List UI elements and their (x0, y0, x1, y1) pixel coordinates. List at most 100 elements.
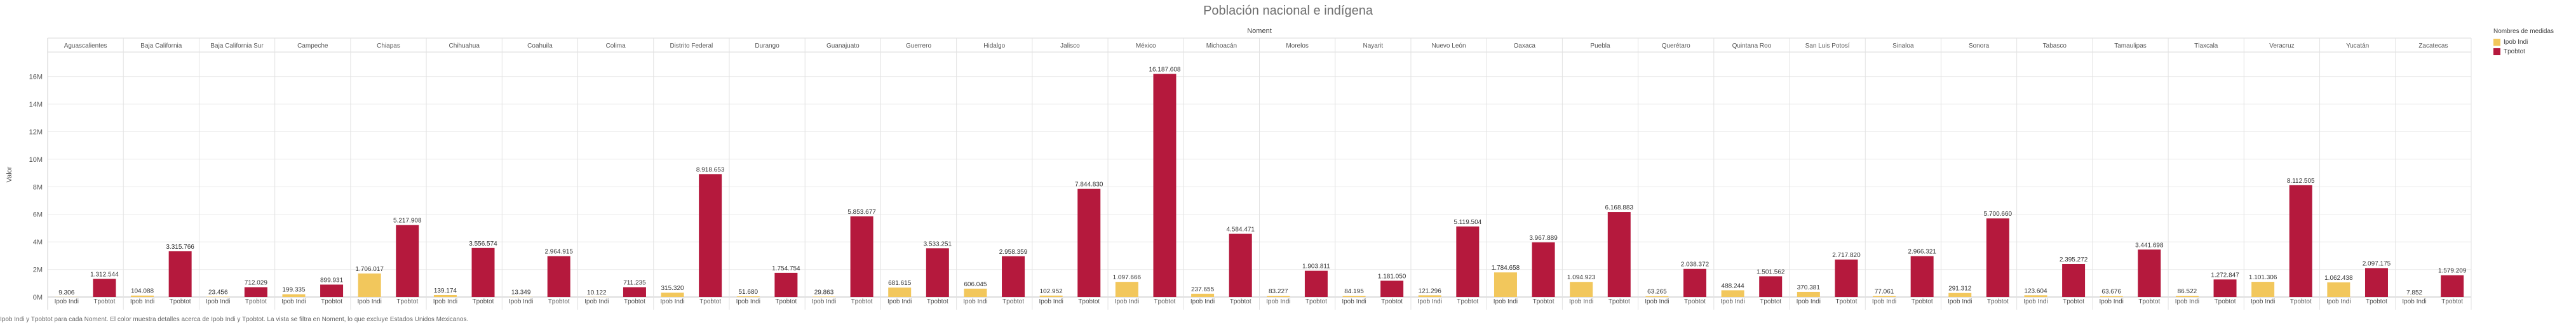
bar-tpobtot (2062, 263, 2086, 297)
bar-tpobtot (850, 216, 873, 297)
bar-tpobtot (2289, 185, 2312, 297)
legend-label: Tpobtot (2504, 48, 2525, 55)
bar-ipob-indi (282, 294, 306, 297)
data-label-tpobtot: 5.853.677 (847, 209, 876, 216)
legend-item[interactable]: Ipob Indi (2493, 39, 2576, 46)
data-label-ipob-indi: 1.784.658 (1492, 265, 1520, 272)
y-tick-label: 0M (33, 294, 43, 301)
data-label-tpobtot: 712.029 (245, 280, 268, 287)
data-label-ipob-indi: 1.101.306 (2249, 274, 2277, 281)
column-label: Tabasco (2043, 43, 2067, 50)
x-tick-label: Tpobtot (2063, 298, 2084, 305)
column-label: Hidalgo (983, 43, 1005, 50)
data-label-ipob-indi: 199.335 (282, 287, 306, 294)
data-label-tpobtot: 1.181.050 (1378, 273, 1406, 280)
x-tick-label: Ipob Indi (1418, 298, 1442, 305)
bar-tpobtot (1456, 226, 1480, 297)
x-tick-label: Ipob Indi (1797, 298, 1821, 305)
x-tick-label: Ipob Indi (584, 298, 609, 305)
data-label-ipob-indi: 63.676 (2101, 289, 2121, 296)
data-label-ipob-indi: 10.122 (587, 289, 607, 296)
data-label-ipob-indi: 84.195 (1344, 288, 1364, 295)
data-label-ipob-indi: 63.265 (1647, 289, 1667, 296)
bar-ipob-indi (812, 296, 835, 297)
data-label-ipob-indi: 123.604 (2024, 287, 2047, 294)
x-tick-label: Tpobtot (2441, 298, 2463, 305)
data-label-ipob-indi: 104.088 (131, 288, 154, 295)
bar-ipob-indi (1267, 296, 1290, 297)
data-label-tpobtot: 5.119.504 (1453, 219, 1481, 226)
legend[interactable]: Nombres de medidas Ipob Indi Tpobtot (2493, 28, 2576, 58)
data-label-tpobtot: 1.312.544 (90, 271, 119, 278)
data-label-ipob-indi: 7.852 (2406, 289, 2422, 296)
data-label-ipob-indi: 86.522 (2178, 288, 2197, 295)
data-label-tpobtot: 1.501.562 (1757, 268, 1785, 275)
data-label-tpobtot: 2.038.372 (1681, 261, 1709, 268)
chart-title: Población nacional e indígena (1203, 4, 1373, 18)
x-tick-label: Ipob Indi (1115, 298, 1139, 305)
x-tick-label: Tpobtot (1987, 298, 2009, 305)
y-tick-label: 10M (29, 156, 43, 164)
data-label-tpobtot: 1.579.209 (2438, 268, 2467, 275)
x-tick-label: Ipob Indi (736, 298, 760, 305)
x-tick-label: Tpobtot (1154, 298, 1176, 305)
data-label-tpobtot: 2.966.321 (1908, 249, 1936, 256)
x-tick-label: Tpobtot (1608, 298, 1630, 305)
data-label-tpobtot: 8.918.653 (696, 166, 725, 173)
legend-title: Nombres de medidas (2493, 28, 2554, 35)
data-label-ipob-indi: 51.680 (738, 289, 758, 296)
data-label-ipob-indi: 102.952 (1040, 288, 1063, 295)
x-tick-label: Tpobtot (1457, 298, 1478, 305)
column-label: Sonora (1969, 43, 1990, 50)
column-label: Puebla (1590, 43, 1610, 50)
y-tick-label: 16M (29, 74, 43, 81)
x-tick-label: Tpobtot (927, 298, 948, 305)
column-label: Tamaulipas (2114, 43, 2147, 50)
x-tick-label: Ipob Indi (1342, 298, 1366, 305)
x-tick-label: Ipob Indi (1039, 298, 1063, 305)
bar-tpobtot (1153, 74, 1177, 298)
bar-ipob-indi (888, 287, 912, 297)
bar-tpobtot (471, 248, 495, 297)
bar-tpobtot (1835, 259, 1858, 297)
y-tick-label: 8M (33, 183, 43, 191)
data-label-ipob-indi: 139.174 (434, 287, 457, 294)
column-label: Morelos (1286, 43, 1309, 50)
x-tick-label: Ipob Indi (509, 298, 533, 305)
column-label: Chihuahua (449, 43, 480, 50)
bar-tpobtot (2213, 279, 2237, 297)
x-tick-label: Ipob Indi (660, 298, 684, 305)
column-label: Baja California Sur (210, 43, 264, 50)
x-tick-label: Tpobtot (1305, 298, 1327, 305)
legend-swatch (2493, 48, 2500, 55)
data-label-tpobtot: 4.584.471 (1226, 226, 1255, 233)
column-label: Jalisco (1060, 43, 1080, 50)
data-label-ipob-indi: 291.312 (1948, 286, 1972, 293)
x-tick-label: Tpobtot (2290, 298, 2312, 305)
bar-ipob-indi (1418, 295, 1441, 297)
column-label: Yucatán (2346, 43, 2369, 50)
bar-ipob-indi (1191, 293, 1215, 297)
bar-tpobtot (1304, 270, 1328, 297)
data-label-tpobtot: 1.754.754 (772, 265, 800, 272)
x-tick-label: Tpobtot (1078, 298, 1100, 305)
x-tick-label: Ipob Indi (357, 298, 381, 305)
data-label-ipob-indi: 121.296 (1419, 287, 1442, 294)
data-label-tpobtot: 5.700.660 (1984, 211, 2013, 218)
x-tick-label: Tpobtot (624, 298, 645, 305)
data-label-ipob-indi: 681.615 (888, 280, 912, 287)
column-label: Sinaloa (1892, 43, 1914, 50)
bar-tpobtot (1759, 276, 1783, 297)
legend-item[interactable]: Tpobtot (2493, 48, 2576, 55)
bar-tpobtot (774, 272, 798, 297)
column-label: Aguascalientes (64, 43, 107, 50)
bar-ipob-indi (2251, 282, 2275, 297)
x-tick-label: Ipob Indi (1948, 298, 1972, 305)
bar-ipob-indi (206, 296, 230, 297)
x-tick-label: Ipob Indi (2175, 298, 2199, 305)
data-label-ipob-indi: 29.863 (814, 289, 834, 296)
data-label-ipob-indi: 370.381 (1797, 284, 1821, 291)
bar-tpobtot (1532, 242, 1555, 297)
x-tick-label: Tpobtot (93, 298, 115, 305)
bar-tpobtot (547, 256, 570, 297)
